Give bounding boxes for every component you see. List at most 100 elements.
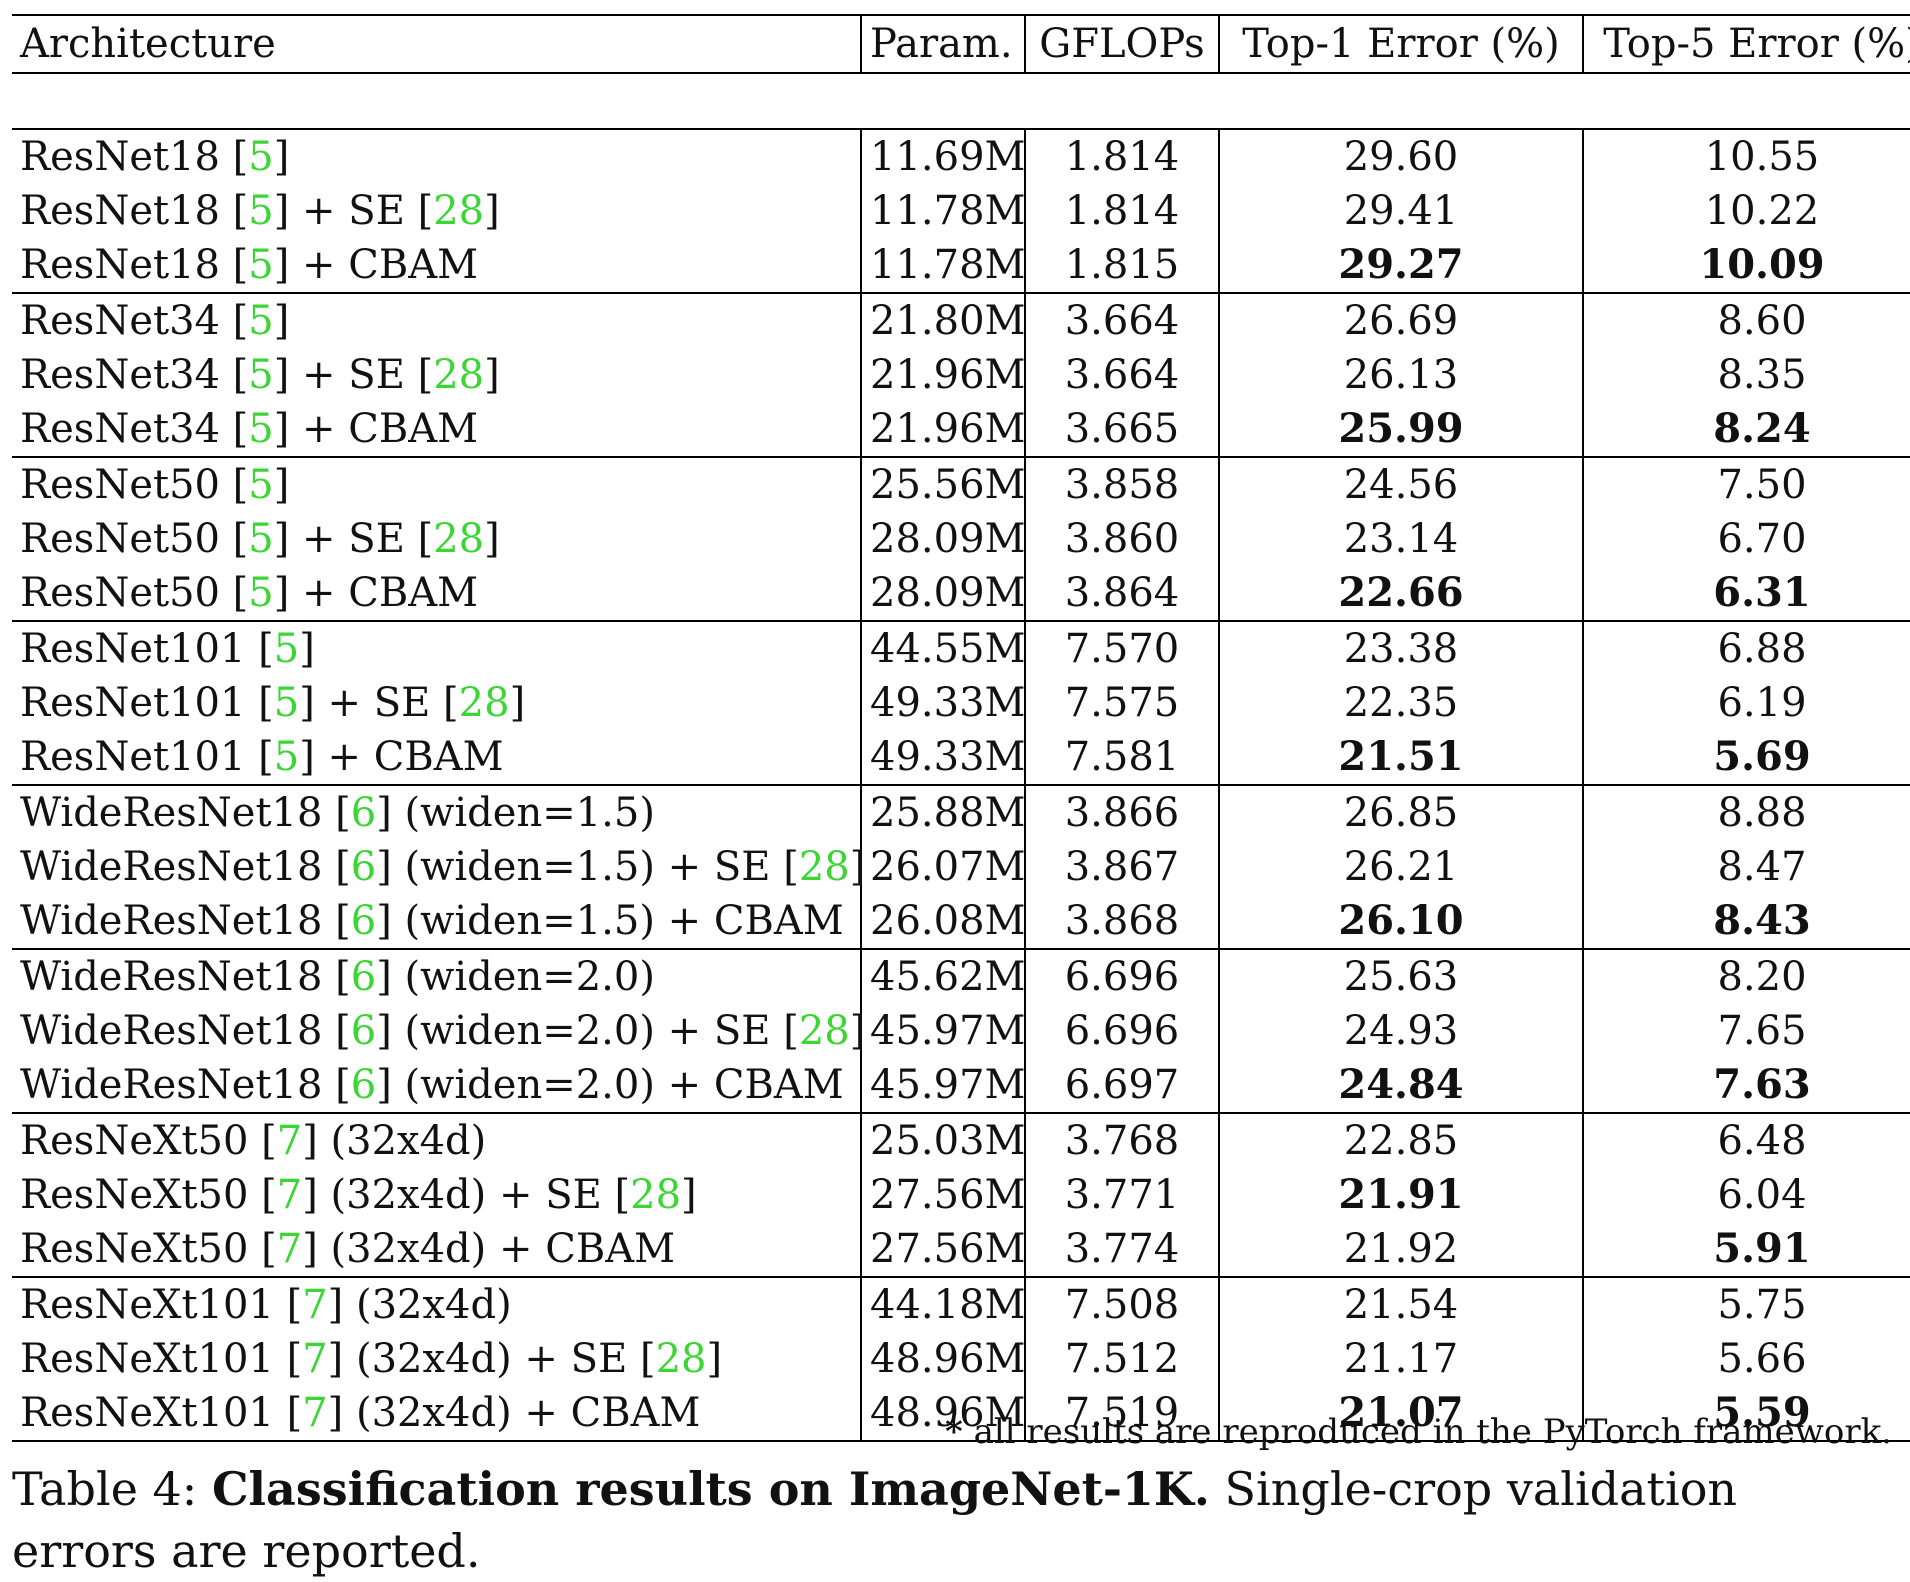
citation-link[interactable]: 5 xyxy=(248,570,274,616)
cell-top1-error: 21.51 xyxy=(1219,730,1584,785)
cell-top1-error: 21.07 xyxy=(1219,1386,1584,1442)
cell-top1-error: 26.13 xyxy=(1219,348,1584,402)
citation-link[interactable]: 28 xyxy=(458,680,510,726)
table-row: ResNeXt101 [7] (32x4d) + CBAM 48.96M 7.519… xyxy=(12,1386,1910,1442)
cell-gflops: 1.814 xyxy=(1025,128,1220,184)
citation-link[interactable]: 5 xyxy=(273,626,300,672)
header-gap xyxy=(12,73,1910,129)
cell-top1-error: 29.60 xyxy=(1219,128,1584,184)
citation-link[interactable]: 7 xyxy=(276,1118,303,1164)
citation-link[interactable]: 7 xyxy=(302,1390,328,1436)
citation-link[interactable]: 5 xyxy=(248,462,274,508)
citation-link[interactable]: 28 xyxy=(433,352,485,398)
architecture-text: ] xyxy=(849,844,866,890)
header-top1-error: Top-1 Error (%) xyxy=(1219,14,1584,74)
architecture-text: WideResNet18 [ xyxy=(20,1062,351,1108)
architecture-text: ResNeXt101 [ xyxy=(20,1282,303,1328)
cell-top5-error: 10.55 xyxy=(1583,128,1910,184)
table-row: ResNeXt101 [7] (32x4d) + SE [28] 48.96M 7.… xyxy=(12,1332,1910,1386)
citation-link[interactable]: 28 xyxy=(433,516,485,562)
citation-link[interactable]: 5 xyxy=(248,134,274,180)
citation-link[interactable]: 6 xyxy=(350,898,377,944)
caption-title: Classification results on ImageNet-1K. xyxy=(211,1462,1210,1516)
citation-link[interactable]: 5 xyxy=(248,188,274,234)
architecture-text: ] + SE [ xyxy=(273,352,434,398)
architecture-text: ] xyxy=(273,134,290,180)
cell-top5-error: 8.60 xyxy=(1583,292,1910,348)
architecture-text: ] (widen=1.5) + CBAM xyxy=(376,898,844,944)
architecture-text: WideResNet18 [ xyxy=(20,1008,351,1054)
citation-link[interactable]: 5 xyxy=(248,298,274,344)
citation-link[interactable]: 7 xyxy=(276,1172,303,1218)
architecture-text: ResNeXt50 [ xyxy=(20,1172,277,1218)
table-row: ResNet34 [5] 21.80M 3.664 26.69 8.60 xyxy=(12,292,1910,348)
citation-link[interactable]: 5 xyxy=(273,734,300,780)
cell-gflops: 3.774 xyxy=(1025,1222,1220,1277)
architecture-text: WideResNet18 [ xyxy=(20,898,351,944)
architecture-text: ] xyxy=(273,462,290,508)
cell-top5-error: 5.59 xyxy=(1583,1386,1910,1442)
citation-link[interactable]: 5 xyxy=(248,242,274,288)
citation-link[interactable]: 5 xyxy=(248,406,274,452)
citation-link[interactable]: 6 xyxy=(350,844,377,890)
cell-gflops: 7.512 xyxy=(1025,1332,1220,1386)
citation-link[interactable]: 28 xyxy=(630,1172,682,1218)
results-table-container: Architecture Param. GFLOPs Top-1 Error (… xyxy=(12,14,1910,1442)
gap-row xyxy=(12,73,1910,129)
cell-param: 45.97M xyxy=(861,1004,1026,1058)
citation-link[interactable]: 7 xyxy=(302,1282,328,1328)
citation-link[interactable]: 5 xyxy=(273,680,300,726)
cell-architecture: ResNeXt101 [7] (32x4d) + SE [28] xyxy=(12,1332,862,1386)
cell-top1-error: 24.56 xyxy=(1219,456,1584,512)
cell-top1-error: 21.17 xyxy=(1219,1332,1584,1386)
cell-gflops: 3.864 xyxy=(1025,566,1220,621)
cell-gflops: 3.768 xyxy=(1025,1112,1220,1168)
cell-param: 44.18M xyxy=(861,1276,1026,1332)
cell-param: 21.80M xyxy=(861,292,1026,348)
architecture-text: ] (32x4d) + SE [ xyxy=(327,1336,656,1382)
row-group: ResNet101 [5] 44.55M 7.570 23.38 6.88 ResNet1… xyxy=(12,620,1910,785)
architecture-text: WideResNet18 [ xyxy=(20,790,351,836)
cell-architecture: ResNet50 [5] + CBAM xyxy=(12,566,862,621)
table-row: WideResNet18 [6] (widen=2.0) + CBAM 45.97… xyxy=(12,1058,1910,1113)
cell-top1-error: 26.69 xyxy=(1219,292,1584,348)
cell-top5-error: 5.69 xyxy=(1713,733,1811,780)
cell-top5-error: 8.47 xyxy=(1717,844,1807,890)
citation-link[interactable]: 6 xyxy=(350,954,377,1000)
citation-link[interactable]: 6 xyxy=(350,1008,377,1054)
architecture-text: ] + SE [ xyxy=(299,680,459,726)
architecture-text: ResNet50 [ xyxy=(20,462,249,508)
citation-link[interactable]: 28 xyxy=(798,844,850,890)
cell-gflops: 7.570 xyxy=(1025,620,1220,676)
table-row: ResNet18 [5] + SE [28] 11.78M 1.814 29.41 10… xyxy=(12,184,1910,238)
cell-gflops: 1.815 xyxy=(1025,238,1220,293)
cell-top1-error: 25.63 xyxy=(1219,948,1584,1004)
citation-link[interactable]: 5 xyxy=(248,352,274,398)
citation-link[interactable]: 7 xyxy=(302,1336,328,1382)
citation-link[interactable]: 28 xyxy=(798,1008,850,1054)
architecture-text: ] xyxy=(849,1008,866,1054)
architecture-text: ResNet101 [ xyxy=(20,680,274,726)
results-table: Architecture Param. GFLOPs Top-1 Error (… xyxy=(12,14,1910,1442)
cell-param: 25.03M xyxy=(861,1112,1026,1168)
table-row: ResNeXt101 [7] (32x4d) 44.18M 7.508 21.54 5.… xyxy=(12,1276,1910,1332)
cell-param: 44.55M xyxy=(861,620,1026,676)
citation-link[interactable]: 7 xyxy=(276,1226,303,1272)
citation-link[interactable]: 6 xyxy=(350,1062,377,1108)
cell-param: 48.96M xyxy=(861,1386,1026,1442)
cell-top5-error: 10.09 xyxy=(1699,241,1825,288)
citation-link[interactable]: 6 xyxy=(350,790,377,836)
cell-top5-error: 6.70 xyxy=(1717,516,1807,562)
architecture-text: WideResNet18 [ xyxy=(20,844,351,890)
cell-gflops: 7.581 xyxy=(1025,730,1220,785)
citation-link[interactable]: 5 xyxy=(248,516,274,562)
cell-architecture: ResNet34 [5] + CBAM xyxy=(12,402,862,457)
cell-top1-error: 29.41 xyxy=(1219,184,1584,238)
citation-link[interactable]: 28 xyxy=(433,188,485,234)
architecture-text: WideResNet18 [ xyxy=(20,954,351,1000)
table-row: WideResNet18 [6] (widen=2.0) 45.62M 6.696 2… xyxy=(12,948,1910,1004)
cell-architecture: ResNeXt101 [7] (32x4d) + CBAM xyxy=(12,1386,862,1442)
architecture-text: ResNeXt101 [ xyxy=(20,1336,303,1382)
citation-link[interactable]: 28 xyxy=(655,1336,707,1382)
footnote-text: all results are reproduced in the PyTorc… xyxy=(962,1412,1892,1452)
